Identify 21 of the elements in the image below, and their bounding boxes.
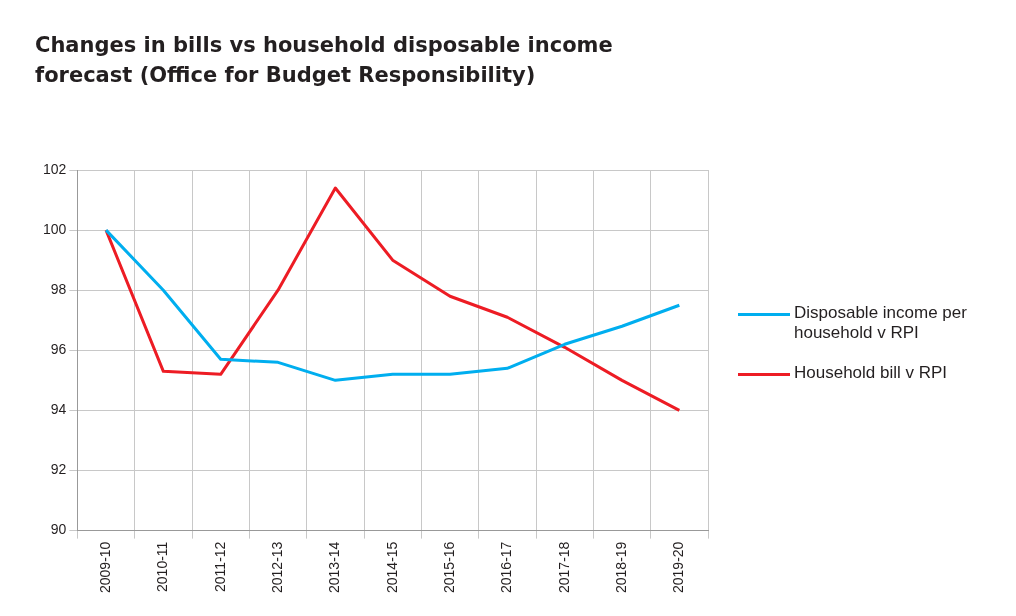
- x-tick-label: 2012-13: [268, 541, 285, 594]
- x-tick-label: 2013-14: [326, 541, 343, 594]
- x-tick-label: 2014-15: [383, 541, 400, 594]
- x-tick-label: 2017-18: [555, 541, 572, 594]
- x-tick-label: 2009-10: [96, 541, 113, 594]
- y-tick-label: 98: [50, 281, 67, 298]
- x-tick-label: 2019-20: [670, 541, 687, 594]
- y-tick-label: 90: [50, 521, 67, 538]
- y-tick-label: 94: [50, 401, 67, 418]
- x-tick-label: 2018-19: [612, 541, 629, 594]
- y-tick-label: 100: [43, 220, 67, 237]
- y-tick-label: 96: [50, 341, 67, 358]
- y-tick-label: 92: [50, 461, 67, 478]
- x-tick-label: 2011-12: [211, 541, 228, 592]
- legend-label: Household bill v RPI: [794, 363, 948, 383]
- chart-title: Changes in bills vs household disposable income forecast (Office for Budget Responsibility): [35, 32, 614, 89]
- x-tick-label: 2015-16: [440, 541, 457, 594]
- legend-label: Disposable income per household v RPI: [794, 303, 968, 343]
- x-tick-label: 2010-11: [154, 541, 171, 592]
- x-tick-label: 2016-17: [498, 541, 515, 594]
- y-tick-label: 102: [43, 160, 67, 177]
